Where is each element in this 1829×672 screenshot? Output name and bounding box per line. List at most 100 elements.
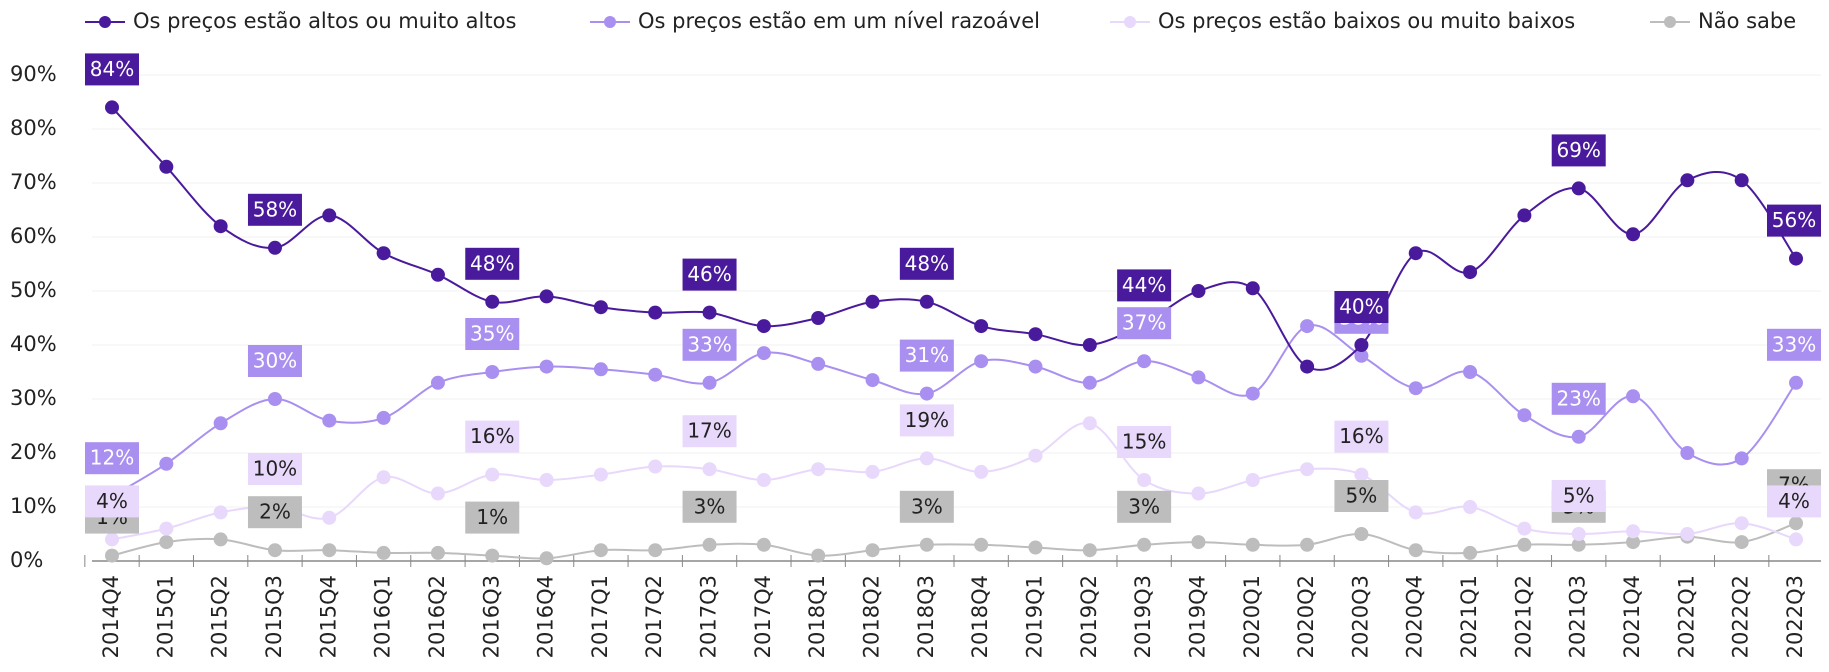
data-point (756, 473, 771, 487)
data-label-bg (899, 490, 954, 523)
data-point (1463, 365, 1478, 379)
data-label-bg (1551, 480, 1606, 512)
x-tick-label: 2017Q3 (697, 575, 721, 658)
x-tick-label: 2019Q2 (1077, 575, 1101, 658)
data-label: 15% (1122, 430, 1166, 454)
y-tick-label: 50% (10, 278, 57, 302)
x-tick-label: 2015Q3 (262, 575, 286, 658)
data-point (1245, 281, 1260, 296)
legend-marker (604, 16, 616, 28)
data-point (1626, 227, 1641, 242)
legend-label: Os preços estão altos ou muito altos (133, 9, 516, 33)
data-point (485, 548, 500, 563)
data-point (485, 365, 500, 379)
data-label: 4% (96, 489, 128, 513)
data-point (1680, 527, 1695, 541)
data-point (702, 537, 717, 552)
data-point (593, 362, 608, 377)
data-point (811, 462, 826, 477)
data-label: 58% (253, 197, 297, 221)
data-point (1517, 537, 1532, 552)
x-tick-label: 2015Q2 (208, 575, 232, 658)
data-point (1463, 545, 1478, 560)
legend-marker (1124, 16, 1136, 28)
legend-label: Não sabe (1698, 9, 1796, 33)
x-tick-label: 2019Q1 (1022, 575, 1046, 658)
data-label-bg (1551, 134, 1606, 167)
x-tick-label: 2021Q3 (1566, 575, 1590, 658)
data-label: 17% (687, 419, 731, 443)
data-point (756, 319, 771, 334)
data-label-bg (682, 258, 737, 291)
data-point (1463, 265, 1478, 280)
y-tick-label: 40% (10, 332, 57, 356)
x-tick-label: 2019Q4 (1185, 575, 1209, 658)
data-point (1191, 370, 1206, 385)
data-point (1354, 338, 1369, 352)
data-point (593, 467, 608, 482)
data-point (322, 543, 337, 558)
data-label-bg (1334, 480, 1389, 512)
legend-marker (99, 16, 111, 28)
data-point (213, 416, 228, 431)
data-point (648, 367, 663, 382)
data-point (1571, 181, 1586, 196)
series-line (111, 522, 1797, 560)
data-point (159, 535, 174, 550)
data-point (376, 246, 391, 261)
data-label-bg (247, 193, 302, 226)
data-point (1626, 389, 1641, 404)
x-tick-label: 2014Q4 (99, 575, 123, 658)
data-point (1191, 284, 1206, 298)
data-point (1028, 540, 1043, 555)
data-point (213, 219, 228, 234)
y-tick-label: 60% (10, 224, 57, 248)
data-label-bg (465, 501, 520, 534)
data-point (1191, 486, 1206, 501)
data-point (1300, 537, 1315, 552)
data-point (1354, 348, 1369, 363)
data-point (213, 505, 228, 520)
x-tick-label: 2016Q4 (534, 575, 558, 658)
data-label-bg (682, 328, 737, 361)
data-point (865, 464, 880, 479)
data-point (1245, 386, 1260, 401)
data-point (919, 537, 934, 552)
x-tick-label: 2017Q1 (588, 575, 612, 658)
data-point (159, 456, 174, 471)
data-point (1028, 448, 1043, 463)
data-point (1408, 505, 1423, 520)
data-point (1734, 173, 1749, 188)
data-label: 10% (253, 457, 297, 481)
data-point (1354, 467, 1369, 482)
data-point (1626, 535, 1641, 550)
data-point (865, 294, 880, 309)
data-label: 44% (1122, 273, 1166, 297)
data-point (1463, 500, 1478, 514)
data-label-bg (899, 339, 954, 372)
data-label-bg (1117, 426, 1172, 458)
data-point (865, 543, 880, 558)
data-point (702, 375, 717, 390)
data-point (1571, 429, 1586, 444)
data-label-bg (1767, 485, 1821, 518)
data-label-bg (1334, 420, 1389, 453)
data-point (919, 294, 934, 309)
data-point (919, 451, 934, 466)
data-point (1734, 535, 1749, 550)
data-point (1082, 338, 1097, 352)
data-point (376, 470, 391, 485)
x-tick-label: 2019Q3 (1131, 575, 1155, 658)
data-point (974, 319, 989, 334)
data-point (1571, 537, 1586, 552)
data-point (1028, 359, 1043, 374)
x-tick-label: 2022Q2 (1729, 575, 1753, 658)
data-label: 5% (1346, 484, 1378, 508)
data-label: 3% (1128, 494, 1160, 518)
x-tick-label: 2016Q2 (425, 575, 449, 658)
data-point (648, 459, 663, 474)
data-point (648, 543, 663, 558)
data-point (322, 208, 337, 223)
data-label: 56% (1772, 208, 1816, 232)
data-point (702, 305, 717, 320)
